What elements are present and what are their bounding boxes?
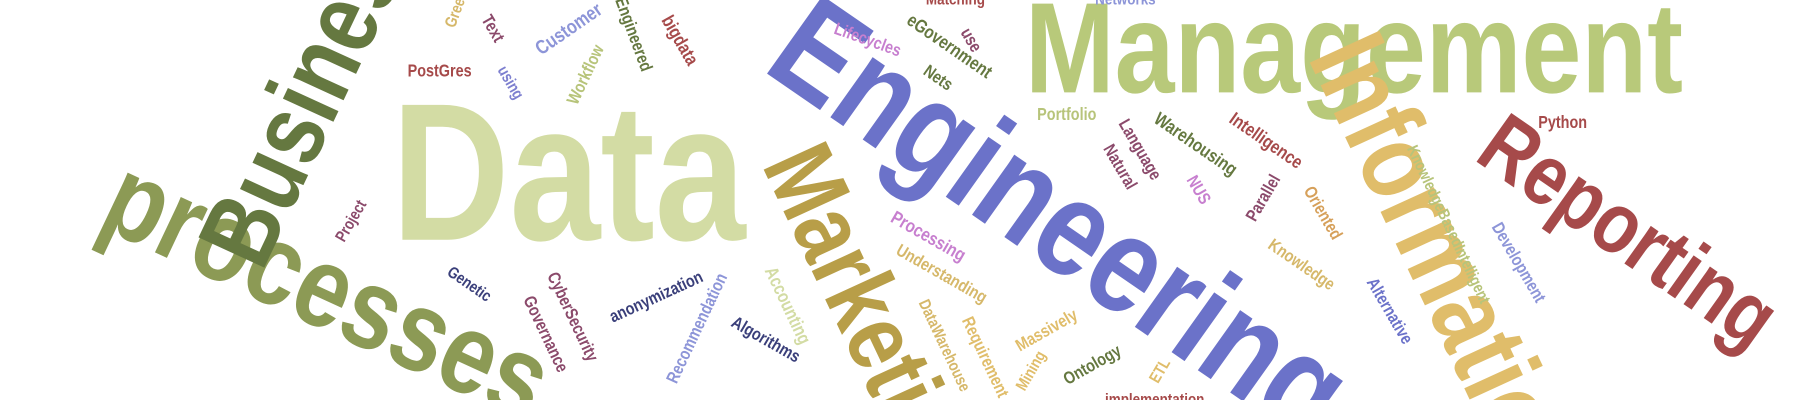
word: Python	[1538, 114, 1587, 132]
word: Portfolio	[1037, 106, 1096, 124]
word: Matching	[926, 0, 985, 9]
word: Ontology	[1060, 342, 1124, 389]
word: PostGres	[408, 62, 472, 80]
word: implementation	[1105, 391, 1204, 400]
word: Networks	[1095, 0, 1156, 9]
word: Massively	[1013, 306, 1081, 356]
word: Data	[391, 64, 747, 282]
word: NUS	[1182, 173, 1213, 208]
word: Management	[1025, 0, 1683, 121]
word: Green	[442, 0, 472, 30]
word: Text	[477, 12, 508, 46]
word: Oriented	[1299, 183, 1345, 243]
word: Mining	[1013, 348, 1050, 394]
word: Parallel	[1243, 172, 1285, 225]
word: bigdata	[657, 12, 703, 69]
